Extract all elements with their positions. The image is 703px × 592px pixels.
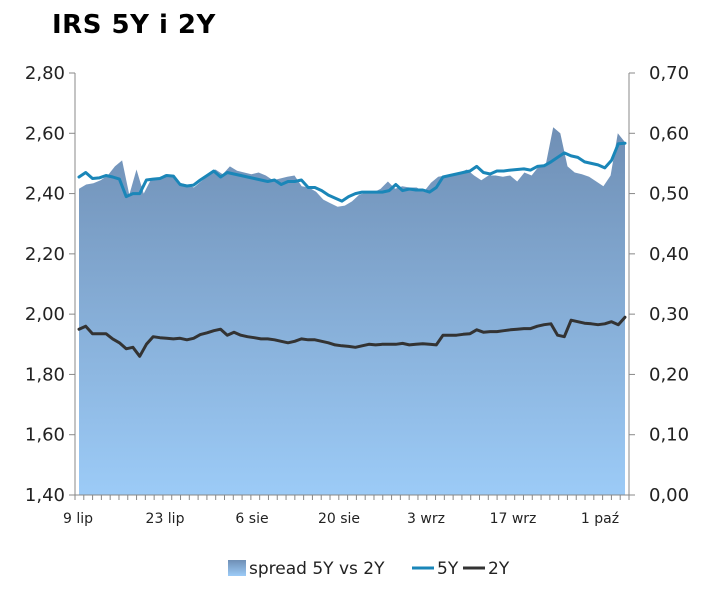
y-right-tick-label: 0,00 [649,485,689,506]
y-left-tick-label: 1,80 [25,364,65,385]
x-tick-label: 1 paź [581,511,619,527]
y-left-tick-label: 2,20 [25,244,65,265]
y-right-tick-label: 0,20 [649,364,689,385]
x-tick-label: 20 sie [318,511,360,527]
series-line-2y [77,315,627,358]
y-right-tick-label: 0,50 [649,184,689,205]
y-right-tick-label: 0,60 [649,123,689,144]
series-spread-area [79,127,625,496]
y-left-tick-label: 2,40 [25,184,65,205]
x-tick-label: 3 wrz [407,511,445,527]
y-right-tick-label: 0,70 [649,63,689,84]
legend-5y-label: 5Y [437,559,459,579]
x-tick-label: 17 wrz [490,511,537,527]
y-left-tick-label: 2,00 [25,304,65,325]
x-tick-label: 23 lip [146,511,185,527]
x-tick-label: 6 sie [235,511,268,527]
y-right-tick-label: 0,30 [649,304,689,325]
y-left-tick-label: 1,40 [25,485,65,506]
series-line-5y [77,141,627,203]
y-left-tick-label: 2,80 [25,63,65,84]
chart-title: IRS 5Y i 2Y [52,10,216,40]
y-right-tick-label: 0,10 [649,425,689,446]
y-left-tick-label: 1,60 [25,425,65,446]
x-tick-label: 9 lip [63,511,93,527]
legend-2y-label: 2Y [488,559,510,579]
y-right-tick-label: 0,40 [649,244,689,265]
legend-spread-label: spread 5Y vs 2Y [249,559,385,579]
y-left-tick-label: 2,60 [25,123,65,144]
legend-spread-swatch [228,560,246,576]
